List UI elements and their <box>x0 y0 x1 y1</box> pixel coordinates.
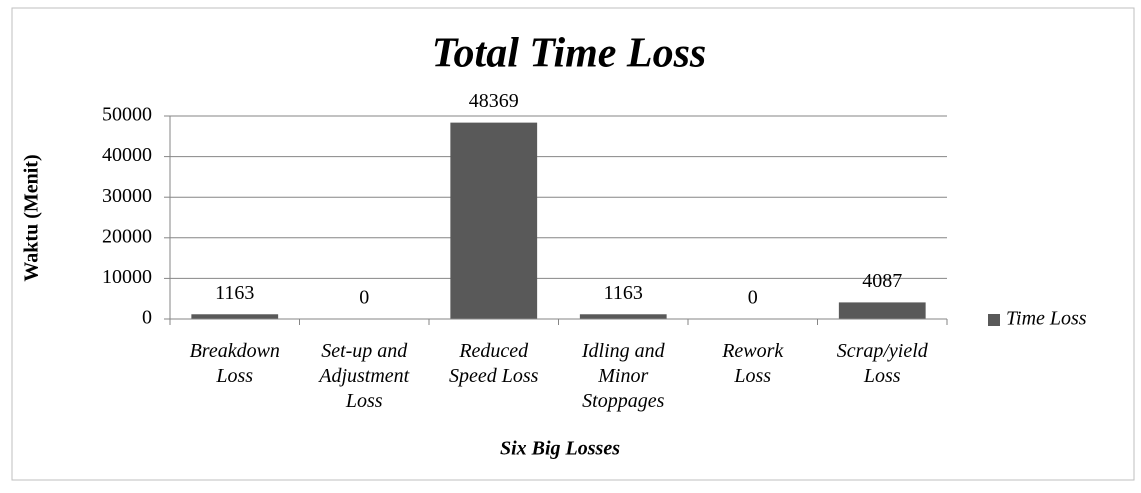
x-tick-label: Idling and Minor Stoppages <box>581 340 666 412</box>
bar <box>579 314 667 319</box>
legend-label: Time Loss <box>1006 308 1087 330</box>
chart-border <box>11 7 1135 481</box>
x-tick-label: Breakdown Loss <box>190 340 280 387</box>
y-tick-label: 0 <box>142 307 152 329</box>
x-tick-label: Set-up and Adjustment Loss <box>317 340 409 412</box>
y-tick-label: 50000 <box>102 104 152 126</box>
x-tick-label: Rework Loss <box>721 340 784 387</box>
x-tick-label: Reduced Speed Loss <box>449 340 539 387</box>
data-label: 48369 <box>469 90 519 112</box>
data-label: 0 <box>748 287 758 309</box>
y-tick-label: 40000 <box>102 144 152 166</box>
chart-title: Total Time Loss <box>432 31 707 77</box>
data-label: 1163 <box>215 282 254 304</box>
data-label: 0 <box>359 287 369 309</box>
data-label: 4087 <box>862 270 902 292</box>
data-label: 1163 <box>604 282 643 304</box>
x-tick-label: Scrap/yield Loss <box>837 340 929 387</box>
bar <box>838 302 926 319</box>
y-tick-label: 20000 <box>102 225 152 247</box>
legend-swatch <box>988 314 1000 326</box>
y-tick-label: 10000 <box>102 266 152 288</box>
y-tick-label: 30000 <box>102 185 152 207</box>
y-axis-title: Waktu (Menit) <box>21 154 43 281</box>
bar <box>191 314 279 319</box>
x-axis-title: Six Big Losses <box>500 438 620 460</box>
bar <box>450 122 538 319</box>
